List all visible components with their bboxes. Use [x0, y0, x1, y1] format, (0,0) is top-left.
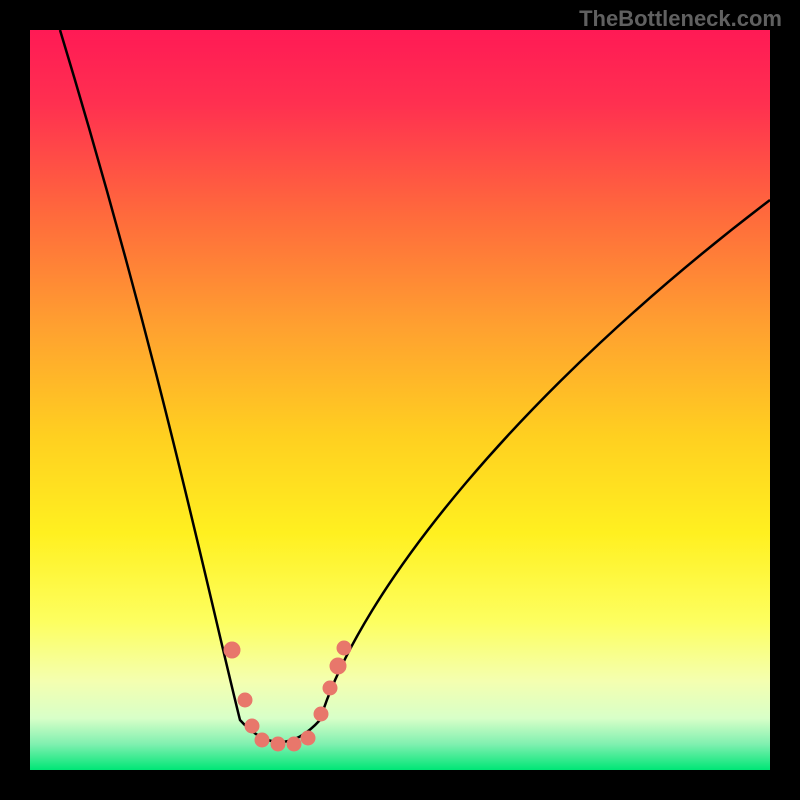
plot-background: [30, 30, 770, 770]
curve-marker: [314, 707, 328, 721]
curve-marker: [323, 681, 337, 695]
chart-svg: [0, 0, 800, 800]
watermark-text: TheBottleneck.com: [579, 6, 782, 32]
curve-marker: [245, 719, 259, 733]
curve-marker: [330, 658, 346, 674]
curve-marker: [238, 693, 252, 707]
curve-marker: [337, 641, 351, 655]
curve-marker: [287, 737, 301, 751]
curve-marker: [301, 731, 315, 745]
curve-marker: [224, 642, 240, 658]
curve-marker: [271, 737, 285, 751]
curve-marker: [255, 733, 269, 747]
chart-canvas: TheBottleneck.com: [0, 0, 800, 800]
